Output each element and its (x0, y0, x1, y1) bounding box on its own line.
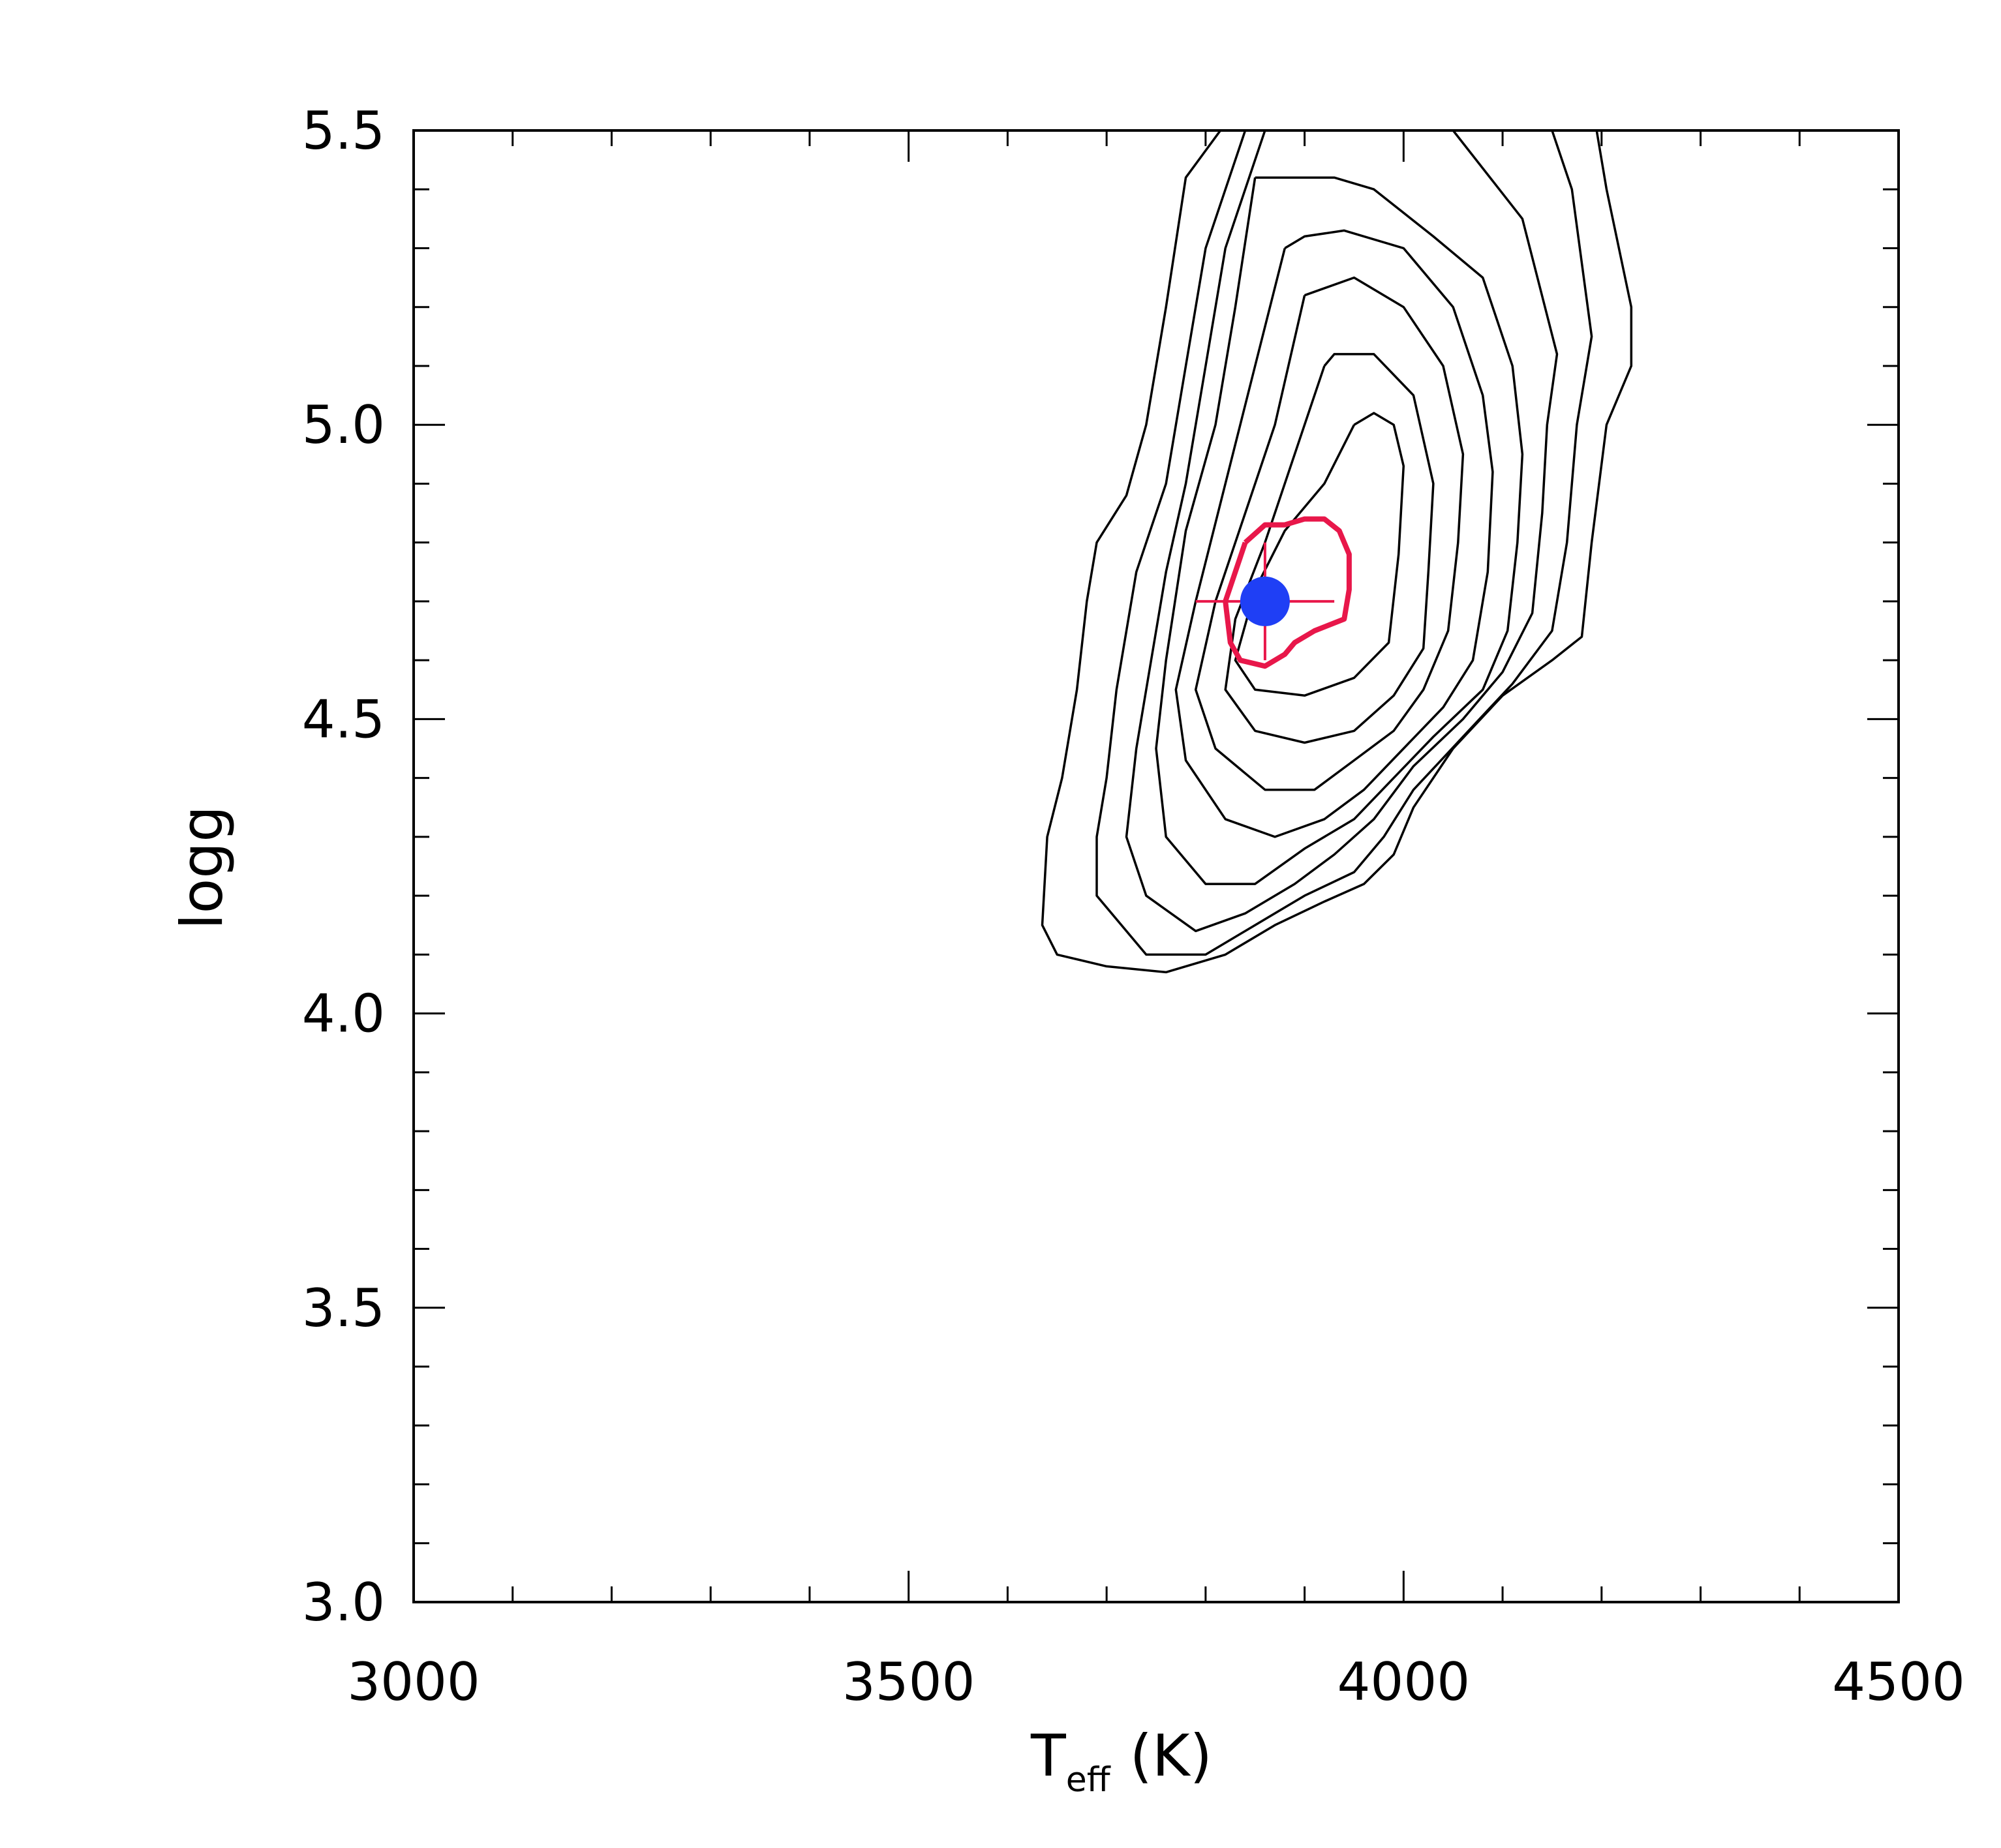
contour-line-1 (1041, 130, 1633, 974)
contour-line-3 (1125, 130, 1559, 933)
y-tick-label: 4.5 (302, 689, 385, 750)
x-axis-title-main: T (1030, 1722, 1067, 1789)
x-tick-label: 3000 (347, 1652, 480, 1712)
best-fit-point (1240, 576, 1290, 626)
x-tick-label: 4000 (1337, 1652, 1471, 1712)
contour-highlight (1223, 516, 1352, 669)
contour-line-7 (1224, 353, 1435, 744)
x-axis-title-subscript: eff (1066, 1761, 1111, 1800)
y-axis-title: logg (168, 806, 236, 930)
tick-group (412, 129, 1900, 1603)
tick-label-group: 3000 3500 4000 4500 3.0 3.5 4.0 4.5 5.0 5.5 (302, 100, 1965, 1712)
y-tick-label: 3.5 (302, 1278, 385, 1339)
contour-line-5 (1174, 229, 1494, 838)
contour-line-6 (1194, 276, 1465, 791)
y-tick-label: 5.5 (302, 100, 385, 161)
x-tick-label: 3500 (842, 1652, 975, 1712)
contour-line-2 (1095, 130, 1593, 956)
contour-group (1041, 130, 1633, 974)
y-tick-label: 3.0 (302, 1572, 385, 1633)
x-axis-title: Teff (K) (1030, 1722, 1212, 1800)
plot-frame (412, 129, 1900, 1603)
y-tick-label: 4.0 (302, 984, 385, 1044)
x-tick-label: 4500 (1832, 1652, 1965, 1712)
x-axis-title-units: (K) (1130, 1722, 1212, 1789)
best-fit-marker-group (1240, 576, 1290, 626)
y-tick-label: 5.0 (302, 395, 385, 455)
contour-line-4 (1155, 176, 1524, 885)
contour-line-8 (1234, 412, 1405, 697)
